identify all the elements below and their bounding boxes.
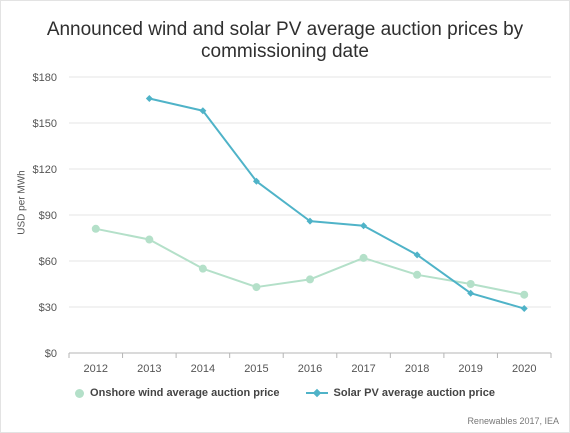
x-tick-label: 2017 xyxy=(351,363,375,375)
chart-title-line1: Announced wind and solar PV average auct… xyxy=(46,19,524,40)
x-tick-label: 2015 xyxy=(244,363,268,375)
data-point xyxy=(199,107,207,115)
legend-item-onshore-wind[interactable]: Onshore wind average auction price xyxy=(75,387,280,399)
data-point xyxy=(91,224,100,233)
x-tick-label: 2020 xyxy=(512,363,536,375)
chart-title-line2: commissioning date xyxy=(201,41,369,62)
chart-title: Announced wind and solar PV average auct… xyxy=(1,19,569,63)
data-point xyxy=(306,275,314,284)
legend-swatch-solar-pv xyxy=(305,388,328,398)
data-point xyxy=(413,270,422,279)
legend-item-solar-pv[interactable]: Solar PV average auction price xyxy=(305,387,495,399)
data-point xyxy=(145,235,154,244)
data-point xyxy=(467,289,475,297)
data-point xyxy=(252,177,260,185)
y-tick-label: $30 xyxy=(39,302,57,314)
source-note: Renewables 2017, IEA xyxy=(467,416,559,426)
y-tick-label: $180 xyxy=(33,72,57,84)
data-point xyxy=(252,283,261,292)
x-tick-label: 2019 xyxy=(458,363,482,375)
legend: Onshore wind average auction price Solar… xyxy=(1,387,569,399)
legend-label-solar-pv: Solar PV average auction price xyxy=(333,387,495,399)
data-point xyxy=(413,251,421,259)
data-point xyxy=(520,305,528,313)
y-tick-label: $60 xyxy=(39,256,57,268)
y-tick-label: $120 xyxy=(33,164,57,176)
legend-swatch-onshore-wind xyxy=(75,388,85,398)
data-point xyxy=(359,253,368,262)
x-tick-label: 2013 xyxy=(137,363,161,375)
legend-label-onshore-wind: Onshore wind average auction price xyxy=(90,387,280,399)
y-tick-label: $0 xyxy=(45,348,57,360)
data-point xyxy=(466,280,475,288)
series-line-1 xyxy=(149,97,525,310)
x-tick-label: 2014 xyxy=(191,363,215,375)
data-point xyxy=(198,264,207,273)
x-tick-label: 2012 xyxy=(84,363,108,375)
x-tick-label: 2016 xyxy=(298,363,322,375)
data-point xyxy=(360,222,368,230)
data-point xyxy=(145,94,153,102)
y-tick-label: $150 xyxy=(33,118,57,130)
x-tick-label: 2018 xyxy=(405,363,429,375)
data-point xyxy=(520,290,529,299)
y-tick-label: $90 xyxy=(39,210,57,222)
data-point xyxy=(306,217,314,225)
plot-area: $0 $30 $60 $90 $120 $150 $180 2012 2013 2014 2015 2… xyxy=(33,72,552,375)
